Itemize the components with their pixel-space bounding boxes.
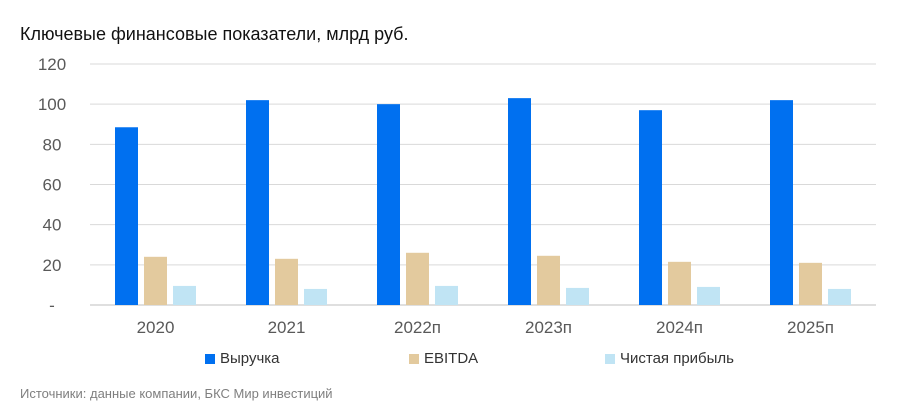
bar-ebitda — [668, 261, 691, 305]
bar-revenue — [639, 110, 662, 305]
x-tick-label: 2022п — [394, 318, 441, 337]
bar-net-income — [828, 288, 851, 305]
legend-swatch-revenue — [205, 353, 215, 364]
x-tick-label: 2020 — [137, 318, 175, 337]
source-note: Источники: данные компании, БКС Мир инве… — [20, 386, 333, 401]
legend-swatch-ebitda — [409, 353, 419, 364]
y-tick-label: 120 — [38, 55, 66, 74]
bars — [115, 98, 851, 306]
bar-revenue — [770, 100, 793, 306]
legend-item-revenue: Выручка — [205, 350, 280, 367]
legend-swatch-net-income — [605, 353, 615, 364]
bar-ebitda — [799, 262, 822, 305]
bar-net-income — [304, 288, 327, 305]
bar-net-income — [173, 285, 196, 305]
y-tick-label: 100 — [38, 95, 66, 114]
legend-item-net-income: Чистая прибыль — [605, 350, 734, 367]
gridlines — [90, 63, 876, 306]
bar-ebitda — [537, 255, 560, 305]
bar-revenue — [508, 98, 531, 306]
x-tick-label: 2023п — [525, 318, 572, 337]
bar-ebitda — [275, 258, 298, 305]
bar-revenue — [246, 100, 269, 306]
legend-label-revenue: Выручка — [220, 350, 280, 367]
legend-item-ebitda: EBITDA — [409, 350, 478, 367]
bar-ebitda — [406, 252, 429, 305]
bar-net-income — [566, 287, 589, 305]
bar-revenue — [115, 127, 138, 305]
chart-title: Ключевые финансовые показатели, млрд руб… — [20, 24, 409, 44]
x-axis-ticks: 2020 2021 2022п 2023п 2024п 2025п — [137, 318, 834, 337]
x-tick-label: 2024п — [656, 318, 703, 337]
y-tick-label: 20 — [43, 256, 62, 275]
legend-label-ebitda: EBITDA — [424, 350, 479, 367]
y-axis-ticks: - 20 40 60 80 100 120 — [38, 55, 66, 315]
y-tick-label: 80 — [43, 135, 62, 154]
legend: Выручка EBITDA Чистая прибыль — [0, 350, 898, 372]
y-tick-label: 60 — [43, 176, 62, 195]
bar-net-income — [435, 285, 458, 305]
legend-label-net-income: Чистая прибыль — [620, 350, 734, 367]
bar-revenue — [377, 104, 400, 306]
bar-ebitda — [144, 256, 167, 305]
bar-net-income — [697, 286, 720, 305]
y-tick-label: - — [49, 296, 55, 315]
y-tick-label: 40 — [43, 216, 62, 235]
x-tick-label: 2025п — [787, 318, 834, 337]
x-tick-label: 2021 — [268, 318, 306, 337]
